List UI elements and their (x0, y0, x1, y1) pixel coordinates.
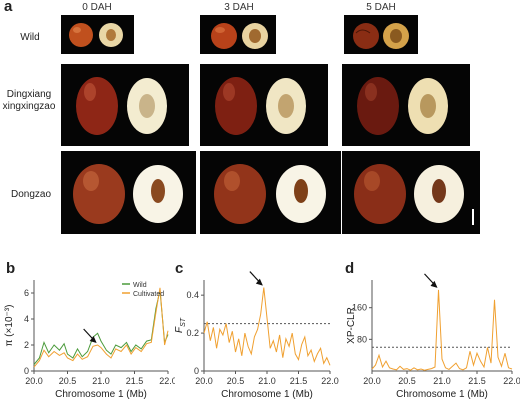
row-label-dingxiang: Dingxiang xingxingzao (0, 89, 58, 113)
chart-d-x-tick-label-4: 22.0 (503, 376, 520, 386)
chart-b-series-1-line (33, 287, 169, 368)
chart-d-y-tick-label-1: 160 (352, 303, 367, 313)
photo-wild-3dah (200, 15, 276, 54)
chart-c-y-label-sub: ST (180, 317, 187, 327)
chart-c-x-label: Chromosome 1 (Mb) (221, 389, 313, 400)
row-label-wild: Wild (2, 32, 58, 43)
chart-c: 20.0 20.5 21.0 21.5 22.0 0 0.2 0.4 Chromosome 1 … (174, 271, 339, 400)
chart-b-legend-label-0: Wild (133, 282, 147, 289)
photo-dongzao-3dah-art (214, 164, 326, 224)
chart-d-x-tick-label-2: 21.0 (433, 376, 451, 386)
row-label-wild-text: Wild (20, 32, 40, 43)
chart-b-y-tick-label-3: 6 (24, 288, 29, 298)
chart-c-x-tick-label-2: 21.0 (258, 376, 276, 386)
chart-c-x-tick-label-0: 20.0 (195, 376, 213, 386)
photo-wild-5dah-art (353, 23, 409, 49)
chart-b-y-tick-label-1: 2 (24, 340, 29, 350)
chart-b-series-0-line (33, 290, 169, 365)
panel-d-letter: d (345, 260, 355, 277)
chart-b-x-label: Chromosome 1 (Mb) (55, 389, 147, 400)
panel-a-letter: a (4, 0, 13, 15)
chart-c-y-tick-label-2: 0.4 (186, 290, 199, 300)
chart-c-y-label: FST (174, 317, 187, 333)
chart-d-x-tick-label-0: 20.0 (363, 376, 381, 386)
chart-d-y-tick-label-0: 80 (357, 334, 367, 344)
chart-b: 20.0 20.5 21.0 21.5 22.0 0 2 4 6 Chromosome 1 (Mb… (4, 280, 175, 400)
chart-b-y-tick-label-0: 0 (24, 366, 29, 376)
chart-b-legend-label-1: Cultivated (133, 291, 164, 298)
chart-d-x-tick-label-3: 21.5 (468, 376, 486, 386)
photo-dongzao-5dah-art (354, 164, 474, 225)
chart-b-x-tick-label-0: 20.0 (25, 376, 43, 386)
chart-d-arrow-head (430, 280, 438, 288)
row-label-dingxiang-line1: Dingxiang (6, 89, 52, 100)
row-label-dongzao-text: Dongzao (10, 189, 52, 200)
panel-b-letter: b (6, 260, 16, 277)
column-header-3dah: 3 DAH (224, 2, 254, 13)
photo-dingxiang-3dah-art (215, 77, 306, 135)
chart-b-y-label: π (×10⁻³) (4, 305, 15, 347)
column-header-0dah: 0 DAH (82, 2, 112, 13)
photo-dongzao-0dah-art (73, 164, 183, 224)
photo-dingxiang-0dah (61, 64, 189, 146)
panel-c-letter: c (175, 260, 184, 277)
photo-dongzao-3dah (200, 151, 341, 234)
chart-c-arrow-head (255, 278, 263, 286)
row-label-dingxiang-line2: xingxingzao (2, 101, 56, 112)
chart-d-y-label: XP-CLR (346, 307, 357, 344)
photo-dingxiang-0dah-art (76, 77, 167, 135)
chart-c-series-0-line (203, 287, 331, 366)
chart-b-arrow-head (89, 336, 97, 343)
chart-c-y-tick-label-0: 0 (194, 366, 199, 376)
photo-wild-3dah-art (211, 23, 268, 49)
chart-c-x-tick-label-4: 22.0 (321, 376, 339, 386)
photo-wild-0dah-art (69, 23, 123, 47)
chart-c-x-tick-label-1: 20.5 (227, 376, 245, 386)
photo-wild-0dah (61, 15, 134, 54)
chart-d: 20.0 20.5 21.0 21.5 22.0 80 160 Chromosome 1 (M… (346, 273, 520, 400)
chart-c-x-tick-label-3: 21.5 (290, 376, 308, 386)
chart-c-y-tick-label-1: 0.2 (186, 328, 199, 338)
chart-d-x-tick-label-1: 20.5 (398, 376, 416, 386)
photo-wild-5dah (344, 15, 418, 54)
chart-b-x-tick-label-2: 21.0 (92, 376, 110, 386)
photo-dingxiang-5dah (342, 64, 470, 146)
photo-dongzao-5dah (342, 151, 480, 234)
photo-dingxiang-5dah-art (357, 77, 448, 135)
column-header-5dah: 5 DAH (366, 2, 396, 13)
chart-b-x-tick-label-4: 22.0 (159, 376, 175, 386)
chart-b-x-tick-label-1: 20.5 (59, 376, 77, 386)
chart-b-y-tick-label-2: 4 (24, 314, 29, 324)
row-label-dongzao: Dongzao (2, 189, 60, 200)
chart-b-x-tick-label-3: 21.5 (126, 376, 144, 386)
photo-dingxiang-3dah (200, 64, 328, 146)
chart-d-x-label: Chromosome 1 (Mb) (396, 389, 488, 400)
scale-bar (472, 209, 474, 225)
photo-dongzao-0dah (61, 151, 196, 234)
chart-d-series-0-line (371, 289, 513, 371)
